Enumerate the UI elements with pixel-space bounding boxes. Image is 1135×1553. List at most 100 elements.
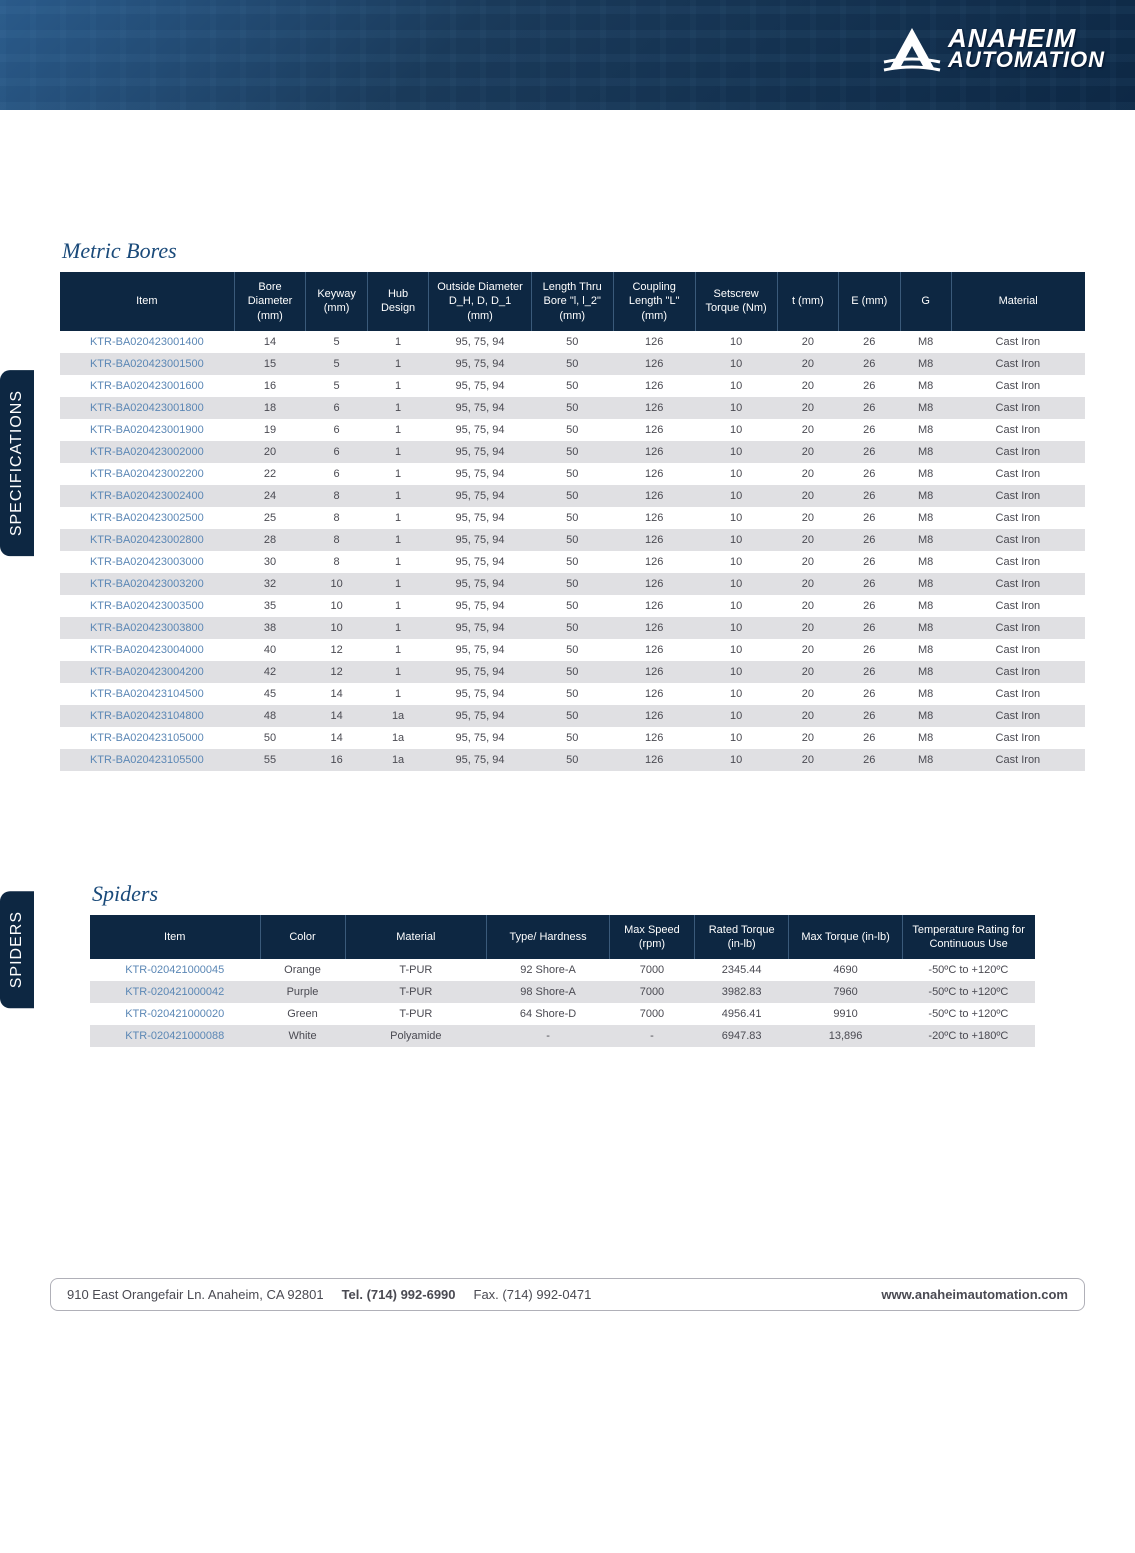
data-cell: 126 (613, 441, 695, 463)
item-cell: KTR-BA020423104800 (60, 705, 234, 727)
column-header: Setscrew Torque (Nm) (695, 272, 777, 331)
data-cell: 1 (367, 375, 428, 397)
data-cell: 126 (613, 727, 695, 749)
data-cell: 20 (777, 353, 838, 375)
table-row: KTR-020421000020GreenT-PUR64 Shore-D7000… (90, 1003, 1035, 1025)
data-cell: Cast Iron (951, 331, 1084, 353)
data-cell: 126 (613, 661, 695, 683)
data-cell: M8 (900, 485, 951, 507)
data-cell: 95, 75, 94 (429, 661, 531, 683)
data-cell: 55 (234, 749, 306, 771)
data-cell: M8 (900, 639, 951, 661)
data-cell: - (487, 1025, 610, 1047)
table-row: KTR-020421000045OrangeT-PUR92 Shore-A700… (90, 959, 1035, 981)
data-cell: Purple (260, 981, 345, 1003)
data-cell: 20 (777, 507, 838, 529)
data-cell: 126 (613, 331, 695, 353)
data-cell: 50 (531, 331, 613, 353)
data-cell: 20 (777, 705, 838, 727)
data-cell: 2345.44 (694, 959, 788, 981)
data-cell: 95, 75, 94 (429, 463, 531, 485)
data-cell: 50 (531, 441, 613, 463)
data-cell: 126 (613, 683, 695, 705)
data-cell: 4956.41 (694, 1003, 788, 1025)
data-cell: 20 (777, 463, 838, 485)
data-cell: 95, 75, 94 (429, 595, 531, 617)
data-cell: 14 (306, 727, 367, 749)
item-cell: KTR-BA020423003000 (60, 551, 234, 573)
data-cell: M8 (900, 683, 951, 705)
data-cell: 50 (531, 573, 613, 595)
item-cell: KTR-020421000042 (90, 981, 260, 1003)
data-cell: 1 (367, 683, 428, 705)
data-cell: 1 (367, 463, 428, 485)
table-row: KTR-BA02042310480048141a95, 75, 94501261… (60, 705, 1085, 727)
data-cell: M8 (900, 353, 951, 375)
data-cell: 22 (234, 463, 306, 485)
data-cell: Cast Iron (951, 529, 1084, 551)
data-cell: 28 (234, 529, 306, 551)
data-cell: 10 (695, 375, 777, 397)
data-cell: 1 (367, 397, 428, 419)
table-row: KTR-BA0204230032003210195, 75, 945012610… (60, 573, 1085, 595)
data-cell: 1 (367, 441, 428, 463)
item-cell: KTR-BA020423003800 (60, 617, 234, 639)
data-cell: 20 (777, 661, 838, 683)
data-cell: 6 (306, 441, 367, 463)
footer-fax: Fax. (714) 992-0471 (474, 1287, 592, 1302)
data-cell: 26 (839, 353, 900, 375)
data-cell: Cast Iron (951, 397, 1084, 419)
data-cell: 98 Shore-A (487, 981, 610, 1003)
data-cell: M8 (900, 331, 951, 353)
data-cell: 26 (839, 485, 900, 507)
data-cell: 20 (777, 485, 838, 507)
data-cell: 12 (306, 639, 367, 661)
data-cell: 20 (777, 441, 838, 463)
data-cell: Cast Iron (951, 551, 1084, 573)
data-cell: 10 (695, 639, 777, 661)
data-cell: 10 (695, 705, 777, 727)
data-cell: 14 (306, 683, 367, 705)
data-cell: M8 (900, 727, 951, 749)
data-cell: 95, 75, 94 (429, 529, 531, 551)
data-cell: 10 (695, 749, 777, 771)
data-cell: 50 (531, 529, 613, 551)
data-cell: 95, 75, 94 (429, 485, 531, 507)
data-cell: Cast Iron (951, 375, 1084, 397)
data-cell: 95, 75, 94 (429, 639, 531, 661)
data-cell: 126 (613, 573, 695, 595)
data-cell: 95, 75, 94 (429, 749, 531, 771)
data-cell: 20 (777, 573, 838, 595)
footer-address: 910 East Orangefair Ln. Anaheim, CA 9280… (67, 1287, 324, 1302)
data-cell: 20 (777, 639, 838, 661)
data-cell: 40 (234, 639, 306, 661)
data-cell: 26 (839, 463, 900, 485)
data-cell: 10 (695, 463, 777, 485)
data-cell: 26 (839, 683, 900, 705)
data-cell: 64 Shore-D (487, 1003, 610, 1025)
item-cell: KTR-BA020423001400 (60, 331, 234, 353)
column-header: Hub Design (367, 272, 428, 331)
data-cell: M8 (900, 617, 951, 639)
data-cell: 10 (695, 397, 777, 419)
footer-bar: 910 East Orangefair Ln. Anaheim, CA 9280… (50, 1278, 1085, 1311)
item-cell: KTR-BA020423001800 (60, 397, 234, 419)
data-cell: 26 (839, 375, 900, 397)
data-cell: Cast Iron (951, 639, 1084, 661)
item-cell: KTR-BA020423104500 (60, 683, 234, 705)
data-cell: Cast Iron (951, 705, 1084, 727)
data-cell: M8 (900, 705, 951, 727)
data-cell: M8 (900, 507, 951, 529)
data-cell: 38 (234, 617, 306, 639)
data-cell: 10 (695, 353, 777, 375)
data-cell: 10 (695, 485, 777, 507)
data-cell: T-PUR (345, 981, 487, 1003)
data-cell: Orange (260, 959, 345, 981)
item-cell: KTR-BA020423001900 (60, 419, 234, 441)
data-cell: 1 (367, 507, 428, 529)
data-cell: 42 (234, 661, 306, 683)
data-cell: M8 (900, 749, 951, 771)
column-header: Item (60, 272, 234, 331)
column-header: G (900, 272, 951, 331)
data-cell: 95, 75, 94 (429, 507, 531, 529)
